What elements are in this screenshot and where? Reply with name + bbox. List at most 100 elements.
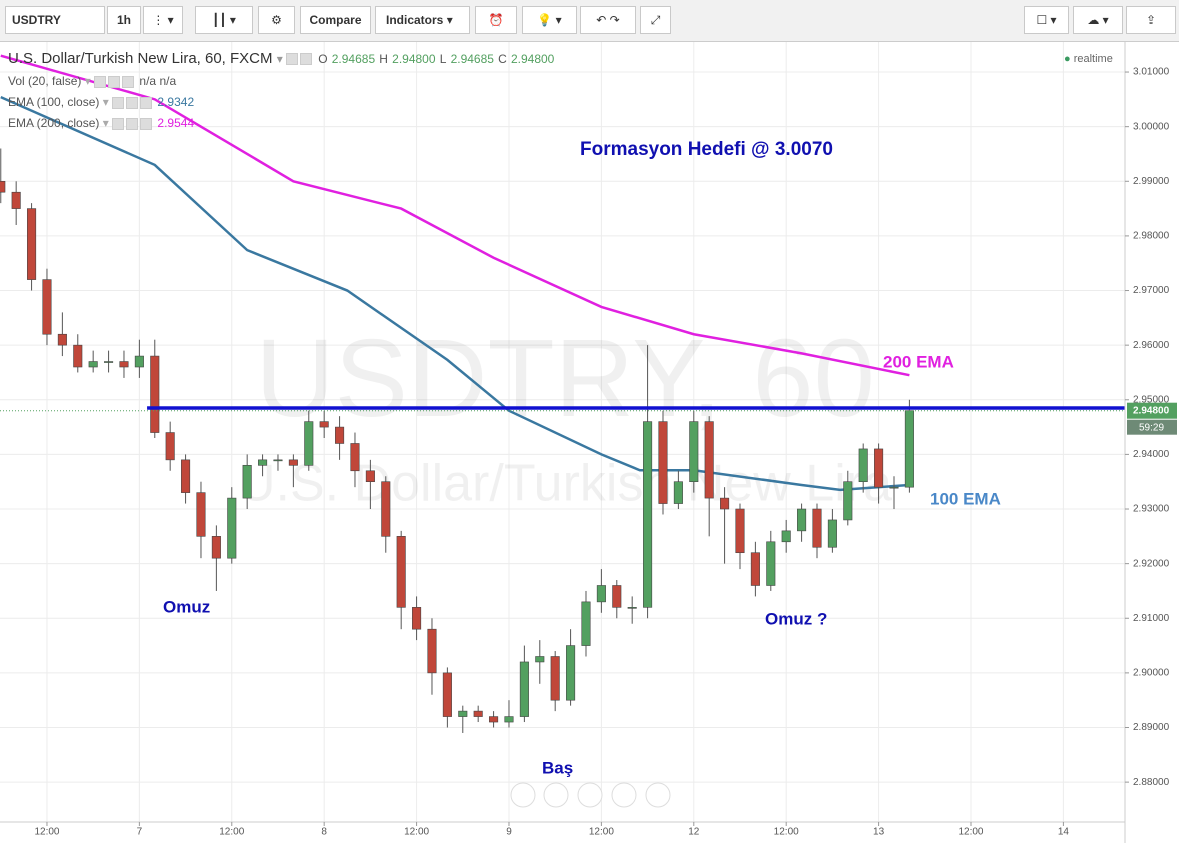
- candle-body: [273, 459, 283, 462]
- o-label: O: [318, 52, 328, 66]
- watermark-symbol: USDTRY, 60: [255, 317, 875, 440]
- compare-button[interactable]: Compare: [300, 6, 371, 34]
- candle-body: [27, 208, 37, 280]
- candle-body: [350, 443, 360, 472]
- undo-redo[interactable]: ↶ ↷: [580, 6, 636, 34]
- candle-body: [42, 279, 52, 335]
- settings-button[interactable]: ⚙: [258, 6, 295, 34]
- zoom-button[interactable]: [577, 782, 603, 808]
- candle-body: [812, 508, 822, 548]
- countdown-box: [1127, 419, 1177, 435]
- annotation: 100 EMA: [930, 489, 1001, 508]
- chart: USDTRY, 60 U.S. Dollar/Turkish New Lira Fo…: [0, 42, 1179, 843]
- vol-b: n/a: [159, 74, 177, 88]
- candle-body: [566, 645, 576, 701]
- candle-body: [365, 470, 375, 483]
- y-tick-label: 2.88000: [1133, 777, 1170, 788]
- interval-menu[interactable]: ⋮ ▾: [143, 6, 183, 34]
- candle-body: [165, 432, 175, 461]
- x-tick-label: 12:00: [34, 827, 59, 838]
- candle-body: [73, 344, 83, 368]
- vol-row: Vol (20, false) ▾ n/a n/a: [8, 74, 177, 88]
- candle-body: [797, 508, 807, 532]
- chart-style-button[interactable]: ┃┃ ▾: [195, 6, 253, 34]
- watermark-name: U.S. Dollar/Turkish New Lira: [238, 455, 892, 513]
- annotation: 200 EMA: [883, 352, 954, 371]
- candle-body: [119, 361, 129, 368]
- layout-button[interactable]: ☐ ▾: [1024, 6, 1069, 34]
- indicators-button[interactable]: Indicators ▾: [375, 6, 470, 34]
- candle-body: [858, 448, 868, 483]
- candle-body: [904, 410, 914, 488]
- candle-body: [658, 421, 668, 504]
- x-tick-label: 9: [506, 827, 512, 838]
- x-tick-label: 12: [688, 827, 700, 838]
- ema100-value: 2.9342: [157, 95, 195, 109]
- last-price-label: 2.94800: [1133, 405, 1170, 416]
- candle-body: [88, 361, 98, 368]
- zoom-button[interactable]: [543, 782, 569, 808]
- x-tick-label: 12:00: [958, 827, 983, 838]
- candle-body: [288, 459, 298, 466]
- y-tick-label: 2.93000: [1133, 504, 1170, 515]
- candle-body: [489, 716, 499, 723]
- candle-body: [673, 481, 683, 504]
- candle-body: [689, 421, 699, 483]
- y-tick-label: 3.01000: [1133, 67, 1170, 78]
- x-tick-label: 14: [1058, 827, 1070, 838]
- h-label: H: [379, 52, 388, 66]
- fullscreen-button[interactable]: ⤢: [640, 6, 671, 34]
- candle-body: [335, 426, 345, 444]
- x-tick-label: 7: [137, 827, 143, 838]
- ema200-value: 2.9544: [157, 116, 195, 130]
- candle-body: [781, 530, 791, 543]
- x-tick-label: 12:00: [219, 827, 244, 838]
- publish-button[interactable]: ⇪: [1126, 6, 1176, 34]
- realtime-indicator: ● realtime: [1064, 53, 1113, 65]
- c-value: 2.94800: [510, 52, 555, 66]
- candle-body: [535, 656, 545, 663]
- candle-body: [57, 333, 67, 346]
- candle-body: [134, 355, 144, 368]
- interval: 1h: [116, 13, 131, 27]
- candle-body: [458, 710, 468, 717]
- y-tick-label: 2.90000: [1133, 668, 1170, 679]
- y-tick-label: 2.89000: [1133, 722, 1170, 733]
- zoom-button[interactable]: [510, 782, 536, 808]
- candle-body: [596, 585, 606, 603]
- load-button[interactable]: ☁ ▾: [1073, 6, 1123, 34]
- alert-button[interactable]: ⏰: [475, 6, 517, 34]
- c-label: C: [498, 52, 507, 66]
- ema-line: [0, 54, 910, 377]
- x-tick-label: 12:00: [404, 827, 429, 838]
- x-tick-label: 13: [873, 827, 885, 838]
- symbol-box[interactable]: USDTRY: [5, 6, 105, 34]
- o-value: 2.94685: [331, 52, 376, 66]
- candle-body: [612, 585, 622, 608]
- candle-body: [643, 421, 653, 608]
- candle-body: [442, 672, 452, 717]
- candle-body: [381, 481, 391, 537]
- y-tick-label: 2.99000: [1133, 176, 1170, 187]
- toolbar: USDTRY 1h ⋮ ▾ ┃┃ ▾ ⚙ Compare Indicators …: [0, 0, 1179, 42]
- candle-body: [396, 536, 406, 608]
- zoom-button[interactable]: [611, 782, 637, 808]
- candle-body: [0, 180, 6, 193]
- h-value: 2.94800: [392, 52, 436, 66]
- legend-title: U.S. Dollar/Turkish New Lira, 60, FXCM: [8, 50, 273, 67]
- ema200-row: EMA (200, close) ▾ 2.9544: [8, 116, 195, 130]
- zoom-button[interactable]: [645, 782, 671, 808]
- candle-body: [519, 661, 529, 717]
- ideas-button[interactable]: 💡 ▾: [522, 6, 577, 34]
- legend-title-row: U.S. Dollar/Turkish New Lira, 60, FXCM ▾…: [8, 50, 555, 67]
- countdown: 59:29: [1139, 422, 1164, 433]
- y-tick-label: 3.00000: [1133, 121, 1170, 132]
- candle-body: [181, 459, 191, 493]
- y-tick-label: 2.94000: [1133, 449, 1170, 460]
- indicators-label: Indicators: [386, 13, 444, 27]
- annotation: Formasyon Hedefi @ 3.0070: [580, 139, 833, 160]
- candle-body: [735, 508, 745, 554]
- interval-button[interactable]: 1h: [107, 6, 141, 34]
- candle-body: [766, 541, 776, 586]
- candle-body: [211, 536, 221, 559]
